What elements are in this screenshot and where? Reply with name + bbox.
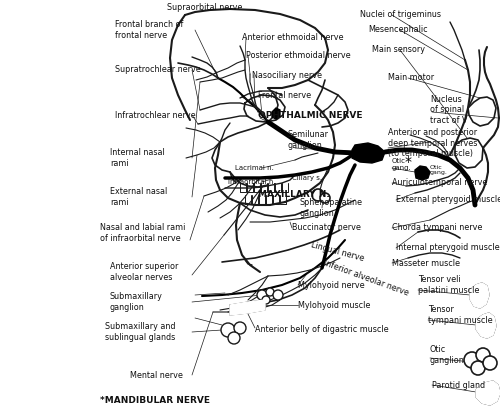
Circle shape xyxy=(228,332,240,344)
Text: Main motor: Main motor xyxy=(388,73,434,83)
Text: Infratrochlear nerve: Infratrochlear nerve xyxy=(115,110,196,120)
Text: Internal pterygoid muscle: Internal pterygoid muscle xyxy=(396,244,500,252)
Text: Submaxillary
ganglion: Submaxillary ganglion xyxy=(110,292,163,312)
Text: Parotid gland: Parotid gland xyxy=(432,381,485,390)
Text: Sphenopalatine
ganglion: Sphenopalatine ganglion xyxy=(300,198,363,218)
Text: Otic
gang.: Otic gang. xyxy=(392,159,412,171)
Text: Ciliary s.: Ciliary s. xyxy=(292,175,322,181)
Text: Lacrimal n.: Lacrimal n. xyxy=(235,165,274,171)
Text: OPHTHALMIC NERVE: OPHTHALMIC NERVE xyxy=(258,110,362,120)
Circle shape xyxy=(471,361,485,375)
Circle shape xyxy=(483,356,497,370)
Polygon shape xyxy=(470,283,489,308)
Text: Supraorbital nerve: Supraorbital nerve xyxy=(168,3,242,12)
Text: Nasal and labial rami
of infraorbital nerve: Nasal and labial rami of infraorbital ne… xyxy=(100,223,186,243)
Text: Otic
gang.: Otic gang. xyxy=(430,165,448,176)
Text: Internal nasal
rami: Internal nasal rami xyxy=(110,148,165,168)
Polygon shape xyxy=(476,313,496,338)
Text: Mylohyoid muscle: Mylohyoid muscle xyxy=(298,300,370,310)
Text: Anterior superior
alveolar nerves: Anterior superior alveolar nerves xyxy=(110,262,178,282)
Text: *: * xyxy=(404,155,411,169)
Text: Main sensory: Main sensory xyxy=(372,46,425,54)
Text: Semilunar
ganglion: Semilunar ganglion xyxy=(288,130,329,150)
Text: Infraorbital n.: Infraorbital n. xyxy=(228,179,276,185)
Text: Frontal nerve: Frontal nerve xyxy=(258,90,311,100)
Polygon shape xyxy=(272,108,280,119)
Text: Buccinator nerve: Buccinator nerve xyxy=(292,224,361,232)
Text: Posterior ethmoidal nerve: Posterior ethmoidal nerve xyxy=(246,51,350,59)
Circle shape xyxy=(464,352,480,368)
Circle shape xyxy=(266,288,274,296)
Circle shape xyxy=(312,189,324,201)
Text: Nucleus
of spinal
tract of V: Nucleus of spinal tract of V xyxy=(430,95,468,125)
Text: Otic
ganglion: Otic ganglion xyxy=(430,345,465,365)
Text: Anterior belly of digastric muscle: Anterior belly of digastric muscle xyxy=(255,325,388,334)
Text: Supratrochlear nerve: Supratrochlear nerve xyxy=(115,66,201,75)
Circle shape xyxy=(234,322,246,334)
Text: External pterygoid muscle: External pterygoid muscle xyxy=(396,195,500,205)
Text: Chorda tympani nerve: Chorda tympani nerve xyxy=(392,224,482,232)
Text: Anterior and posterior
deep temporal nerves
(to temporal muscle): Anterior and posterior deep temporal ner… xyxy=(388,128,478,158)
Polygon shape xyxy=(230,300,265,315)
Text: Nasociliary nerve: Nasociliary nerve xyxy=(252,71,322,80)
Text: Submaxillary and
sublingual glands: Submaxillary and sublingual glands xyxy=(105,322,176,342)
Text: Anterior ethmoidal nerve: Anterior ethmoidal nerve xyxy=(242,34,344,42)
Text: MAXILLARY N.: MAXILLARY N. xyxy=(258,190,330,200)
Text: Mental nerve: Mental nerve xyxy=(130,371,183,379)
Circle shape xyxy=(320,193,330,203)
Text: Auriculotemporal nerve: Auriculotemporal nerve xyxy=(392,178,488,188)
Circle shape xyxy=(262,296,270,304)
Circle shape xyxy=(273,290,283,300)
Polygon shape xyxy=(415,166,430,180)
Text: Mesencephalic: Mesencephalic xyxy=(368,25,428,34)
Text: *MANDIBULAR NERVE: *MANDIBULAR NERVE xyxy=(100,395,210,405)
Text: Lingual nerve: Lingual nerve xyxy=(310,241,365,264)
Text: Nuclei of trigeminus: Nuclei of trigeminus xyxy=(360,10,441,20)
Circle shape xyxy=(476,348,490,362)
Circle shape xyxy=(221,323,235,337)
Polygon shape xyxy=(476,381,500,405)
Text: Tensor veli
palatini muscle: Tensor veli palatini muscle xyxy=(418,275,480,295)
Text: Mylohyoid nerve: Mylohyoid nerve xyxy=(298,281,364,290)
Text: Inferior alveolar nerve: Inferior alveolar nerve xyxy=(322,259,410,298)
Text: Frontal branch of
frontal nerve: Frontal branch of frontal nerve xyxy=(115,20,184,40)
Text: External nasal
rami: External nasal rami xyxy=(110,187,167,207)
Polygon shape xyxy=(352,143,385,163)
Text: Masseter muscle: Masseter muscle xyxy=(392,259,460,268)
Text: Tensor
tympani muscle: Tensor tympani muscle xyxy=(428,305,492,325)
Circle shape xyxy=(257,290,267,300)
